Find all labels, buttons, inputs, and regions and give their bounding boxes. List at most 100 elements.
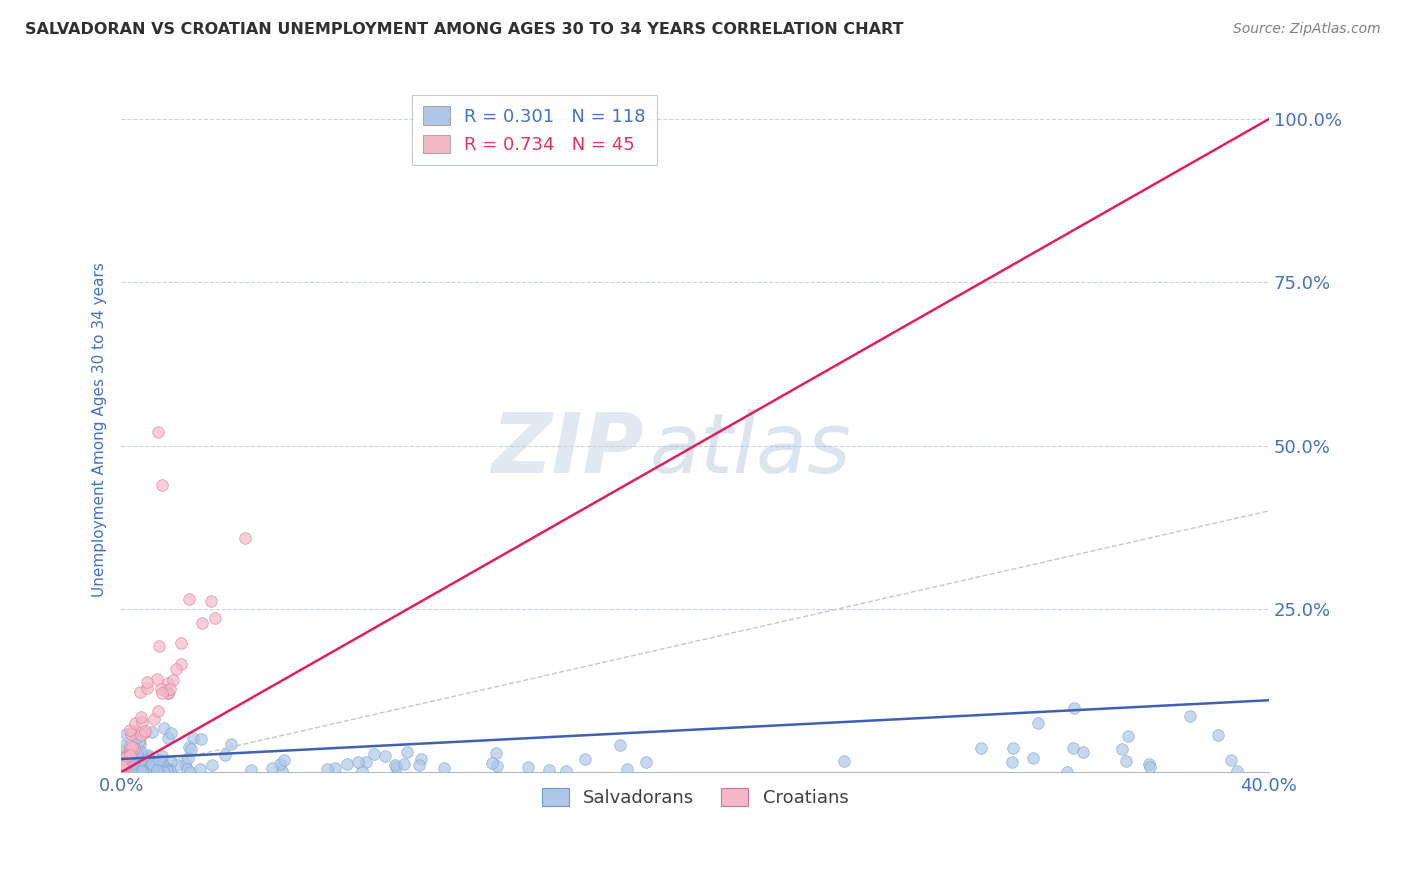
Point xyxy=(177,739,200,754)
Point xyxy=(120,763,142,777)
Point xyxy=(142,761,165,775)
Point xyxy=(190,732,212,747)
Point xyxy=(1226,764,1249,778)
Point xyxy=(111,751,134,765)
Point xyxy=(200,594,222,608)
Point xyxy=(129,737,152,751)
Point xyxy=(136,750,159,764)
Point xyxy=(131,714,153,729)
Point xyxy=(170,636,193,650)
Point xyxy=(166,757,188,772)
Point xyxy=(374,748,396,763)
Point xyxy=(120,727,142,741)
Point xyxy=(118,745,141,759)
Point xyxy=(135,681,157,696)
Point xyxy=(115,749,138,764)
Point xyxy=(122,724,145,739)
Point xyxy=(150,686,173,700)
Point xyxy=(156,731,179,745)
Point xyxy=(111,759,134,773)
Point xyxy=(325,761,347,775)
Point xyxy=(347,755,370,769)
Point xyxy=(201,758,224,772)
Point xyxy=(269,757,291,772)
Point xyxy=(159,764,181,778)
Point xyxy=(148,425,170,440)
Point xyxy=(315,762,337,776)
Point xyxy=(1062,740,1084,755)
Point xyxy=(110,759,132,773)
Text: atlas: atlas xyxy=(650,409,851,491)
Point xyxy=(128,734,150,748)
Point xyxy=(127,761,149,775)
Point xyxy=(142,712,165,726)
Point xyxy=(149,764,172,779)
Point xyxy=(149,681,172,696)
Point xyxy=(146,764,169,778)
Point xyxy=(1001,755,1024,769)
Point xyxy=(159,725,181,739)
Point xyxy=(122,741,145,756)
Point xyxy=(111,761,134,775)
Point xyxy=(111,744,134,758)
Point xyxy=(110,759,132,773)
Point xyxy=(121,739,143,754)
Point xyxy=(136,747,159,762)
Point xyxy=(156,761,179,775)
Point xyxy=(129,685,152,699)
Point xyxy=(384,758,406,772)
Point xyxy=(1178,709,1201,723)
Point xyxy=(273,753,295,767)
Point xyxy=(260,761,283,775)
Point xyxy=(122,755,145,769)
Point xyxy=(112,753,135,767)
Point xyxy=(150,749,173,764)
Point xyxy=(129,745,152,759)
Point xyxy=(1139,756,1161,771)
Point xyxy=(214,747,236,762)
Point xyxy=(636,755,658,769)
Y-axis label: Unemployment Among Ages 30 to 34 years: Unemployment Among Ages 30 to 34 years xyxy=(93,261,107,597)
Point xyxy=(1063,701,1085,715)
Point xyxy=(1056,764,1078,779)
Point xyxy=(832,754,855,768)
Point xyxy=(157,762,180,776)
Point xyxy=(122,756,145,770)
Point xyxy=(385,760,408,774)
Point xyxy=(157,676,180,690)
Point xyxy=(148,640,170,654)
Point xyxy=(970,741,993,756)
Point xyxy=(141,725,163,739)
Point xyxy=(170,657,193,671)
Point xyxy=(131,709,153,723)
Point xyxy=(134,753,156,767)
Point xyxy=(1021,751,1043,765)
Point xyxy=(132,758,155,772)
Point xyxy=(114,755,136,769)
Point xyxy=(191,615,214,630)
Text: SALVADORAN VS CROATIAN UNEMPLOYMENT AMONG AGES 30 TO 34 YEARS CORRELATION CHART: SALVADORAN VS CROATIAN UNEMPLOYMENT AMON… xyxy=(25,22,904,37)
Point xyxy=(609,738,631,752)
Point xyxy=(352,764,374,779)
Point xyxy=(118,723,141,738)
Point xyxy=(363,747,385,762)
Point xyxy=(145,764,167,778)
Point xyxy=(486,759,509,773)
Point xyxy=(114,757,136,772)
Point xyxy=(150,477,173,491)
Point xyxy=(240,764,263,778)
Point xyxy=(481,756,503,770)
Point xyxy=(183,731,205,746)
Point xyxy=(1002,741,1025,756)
Point xyxy=(190,763,212,777)
Point xyxy=(114,751,136,765)
Point xyxy=(132,726,155,740)
Point xyxy=(148,704,170,718)
Point xyxy=(177,751,200,765)
Point xyxy=(174,757,197,772)
Point xyxy=(148,753,170,767)
Point xyxy=(124,716,146,731)
Point xyxy=(159,682,181,697)
Legend: Salvadorans, Croatians: Salvadorans, Croatians xyxy=(534,780,856,814)
Point xyxy=(554,764,576,779)
